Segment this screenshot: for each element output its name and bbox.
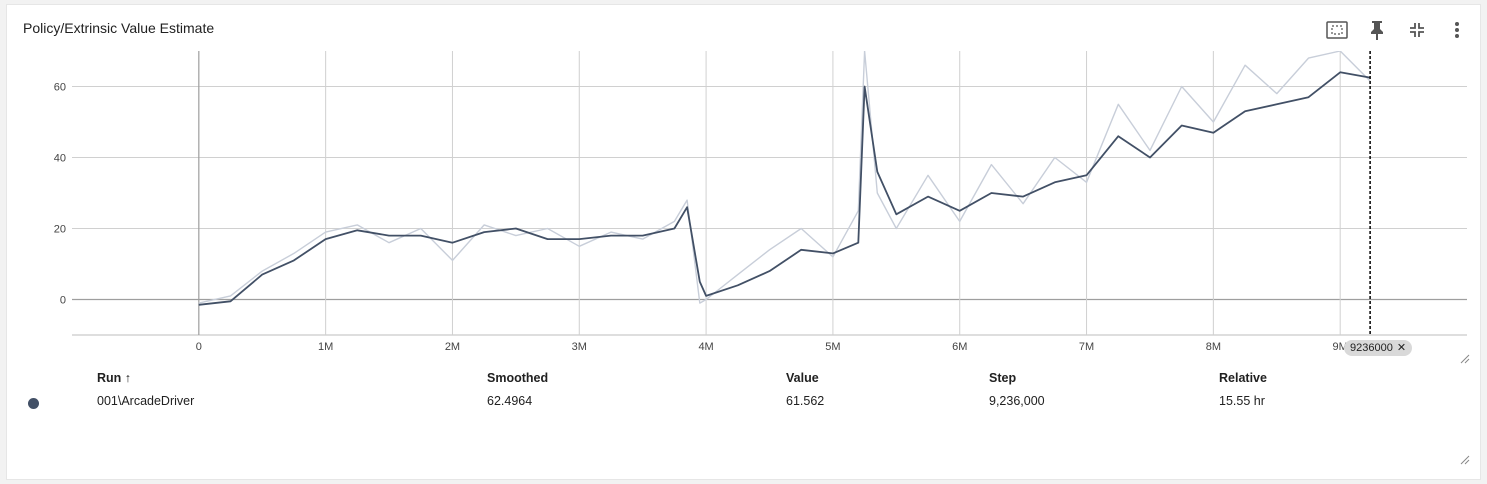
hover-step-label: 9236000 [1350, 342, 1393, 354]
x-tick-label: 3M [572, 341, 587, 353]
table-header: Run ↑ Smoothed Value Step Relative [7, 371, 1482, 391]
hover-step-badge[interactable]: 9236000 ✕ [1344, 340, 1413, 356]
x-tick-label: 1M [318, 341, 333, 353]
fit-domain-button[interactable] [1324, 17, 1350, 43]
y-tick-label: 0 [60, 295, 66, 307]
run-color-dot [28, 398, 39, 409]
cell-relative: 15.55 hr [1219, 394, 1265, 408]
pin-icon [1371, 21, 1383, 40]
x-tick-label: 8M [1206, 341, 1221, 353]
x-tick-label: 4M [698, 341, 713, 353]
header-relative[interactable]: Relative [1219, 371, 1267, 385]
x-tick-label: 7M [1079, 341, 1094, 353]
series-line-smoothed [198, 71, 1371, 306]
y-tick-label: 40 [54, 153, 66, 165]
header-run[interactable]: Run ↑ [97, 371, 132, 385]
close-icon[interactable]: ✕ [1396, 342, 1407, 354]
card-toolbar [1324, 17, 1470, 43]
resize-handle-icon[interactable] [1460, 354, 1470, 364]
fit-domain-icon [1326, 21, 1348, 39]
card-title: Policy/Extrinsic Value Estimate [23, 20, 215, 36]
header-step[interactable]: Step [989, 371, 1017, 385]
table-resize-handle-icon[interactable] [1460, 455, 1470, 465]
x-tick-label: 0 [196, 341, 202, 353]
y-tick-label: 20 [54, 224, 66, 236]
sort-arrow-icon: ↑ [124, 371, 132, 385]
x-tick-label: 5M [825, 341, 840, 353]
x-tick-label: 2M [445, 341, 460, 353]
cell-smoothed: 62.4964 [487, 394, 533, 408]
cell-run: 001\ArcadeDriver [97, 394, 195, 408]
scalar-card: Policy/Extrinsic Value Estimate 0 20 40 60 0… [6, 4, 1481, 480]
cell-step: 9,236,000 [989, 394, 1045, 408]
y-tick-label: 60 [54, 82, 66, 94]
table-row: 001\ArcadeDriver 62.4964 61.562 9,236,00… [7, 394, 1482, 414]
more-vert-icon [1455, 22, 1459, 38]
more-options-button[interactable] [1444, 17, 1470, 43]
collapse-button[interactable] [1404, 17, 1430, 43]
collapse-icon [1410, 23, 1424, 37]
x-tick-label: 6M [952, 341, 967, 353]
header-value[interactable]: Value [786, 371, 819, 385]
cell-value: 61.562 [786, 394, 825, 408]
pin-button[interactable] [1364, 17, 1390, 43]
series-line-raw [198, 51, 1371, 304]
header-smoothed[interactable]: Smoothed [487, 371, 549, 385]
